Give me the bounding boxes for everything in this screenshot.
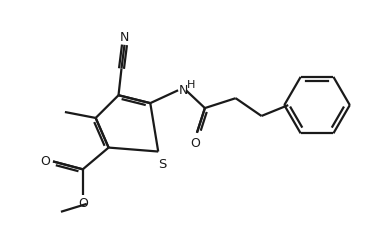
Text: O: O xyxy=(78,197,88,210)
Text: O: O xyxy=(190,137,200,150)
Text: N: N xyxy=(120,31,129,44)
Text: H: H xyxy=(187,80,196,90)
Text: S: S xyxy=(158,158,166,171)
Text: N: N xyxy=(179,84,188,97)
Text: O: O xyxy=(40,155,50,168)
